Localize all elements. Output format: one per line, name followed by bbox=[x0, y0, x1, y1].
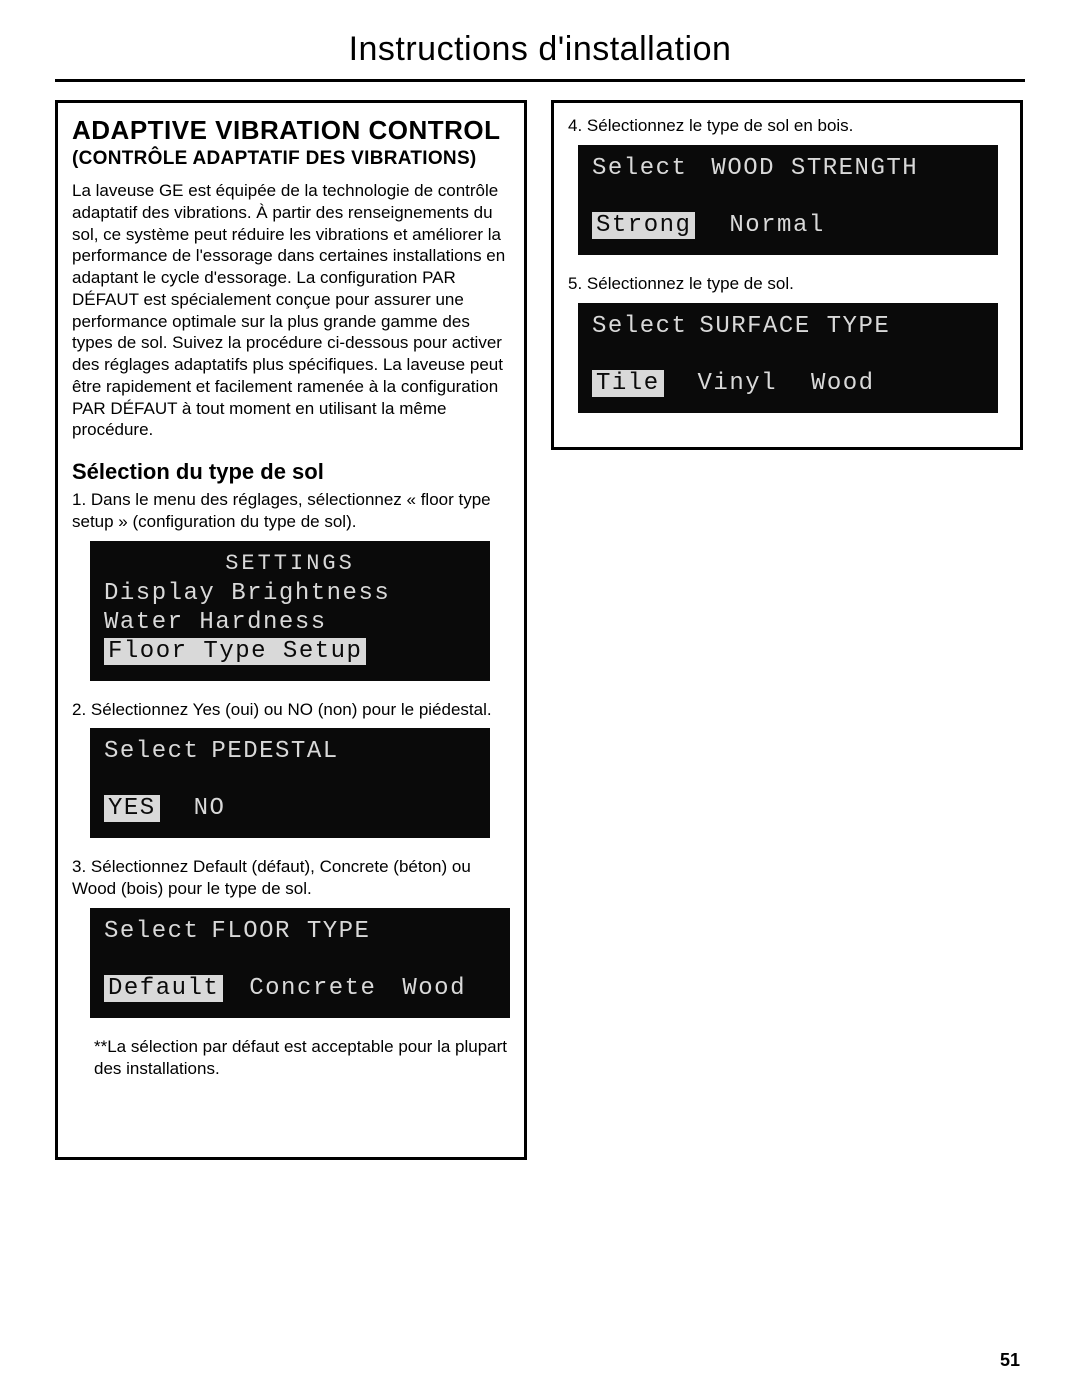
lcd-floor-type-prefix: Select bbox=[104, 918, 199, 945]
lcd-floor-type-options: Default Concrete Wood bbox=[104, 975, 496, 1002]
step-4-text: 4. Sélectionnez le type de sol en bois. bbox=[568, 115, 1006, 137]
lcd-settings-selected: Floor Type Setup bbox=[104, 638, 366, 665]
lcd-settings-item-1: Display Brightness bbox=[104, 580, 476, 607]
lcd-pedestal-head: Select PEDESTAL bbox=[104, 738, 476, 765]
page-number: 51 bbox=[1000, 1350, 1020, 1371]
intro-paragraph: La laveuse GE est équipée de la technolo… bbox=[72, 180, 510, 441]
left-column: ADAPTIVE VIBRATION CONTROL (CONTRÔLE ADA… bbox=[55, 100, 527, 1160]
lcd-floor-type-head: Select FLOOR TYPE bbox=[104, 918, 496, 945]
lcd-surface-type-prefix: Select bbox=[592, 313, 687, 340]
lcd-wood-strength-prefix: Select bbox=[592, 155, 687, 182]
lcd-settings-item-2: Water Hardness bbox=[104, 609, 476, 636]
lcd-settings-title: SETTINGS bbox=[104, 551, 476, 576]
lcd-pedestal: Select PEDESTAL YES NO bbox=[90, 728, 490, 838]
step-5-text: 5. Sélectionnez le type de sol. bbox=[568, 273, 1006, 295]
title-rule bbox=[55, 79, 1025, 82]
step-3-text: 3. Sélectionnez Default (défaut), Concre… bbox=[72, 856, 510, 900]
lcd-pedestal-opt-no: NO bbox=[194, 795, 226, 822]
lcd-floor-type-label: FLOOR TYPE bbox=[211, 918, 370, 945]
floor-type-heading: Sélection du type de sol bbox=[72, 459, 510, 485]
lcd-settings: SETTINGS Display Brightness Water Hardne… bbox=[90, 541, 490, 681]
right-column: 4. Sélectionnez le type de sol en bois. … bbox=[551, 100, 1023, 450]
lcd-wood-strength-opt-normal: Normal bbox=[729, 212, 824, 239]
lcd-surface-type: Select SURFACE TYPE Tile Vinyl Wood bbox=[578, 303, 998, 413]
page-title: Instructions d'installation bbox=[55, 30, 1025, 69]
lcd-floor-type-opt-concrete: Concrete bbox=[249, 975, 376, 1002]
section-subheading: (CONTRÔLE ADAPTATIF DES VIBRATIONS) bbox=[72, 148, 510, 170]
lcd-wood-strength-head: Select WOOD STRENGTH bbox=[592, 155, 984, 182]
lcd-pedestal-label: PEDESTAL bbox=[211, 738, 338, 765]
lcd-wood-strength-opt-strong: Strong bbox=[592, 212, 695, 239]
lcd-surface-type-options: Tile Vinyl Wood bbox=[592, 370, 984, 397]
lcd-pedestal-prefix: Select bbox=[104, 738, 199, 765]
lcd-surface-type-label: SURFACE TYPE bbox=[699, 313, 890, 340]
lcd-pedestal-opt-yes: YES bbox=[104, 795, 160, 822]
page: Instructions d'installation ADAPTIVE VIB… bbox=[0, 0, 1080, 1397]
lcd-pedestal-options: YES NO bbox=[104, 795, 476, 822]
lcd-wood-strength-options: Strong Normal bbox=[592, 212, 984, 239]
lcd-settings-item-3: Floor Type Setup bbox=[104, 638, 476, 665]
lcd-surface-type-opt-wood: Wood bbox=[811, 370, 875, 397]
columns: ADAPTIVE VIBRATION CONTROL (CONTRÔLE ADA… bbox=[55, 100, 1025, 1160]
lcd-floor-type-opt-default: Default bbox=[104, 975, 223, 1002]
lcd-surface-type-opt-tile: Tile bbox=[592, 370, 664, 397]
lcd-wood-strength: Select WOOD STRENGTH Strong Normal bbox=[578, 145, 998, 255]
section-heading: ADAPTIVE VIBRATION CONTROL bbox=[72, 115, 510, 146]
step-2-text: 2. Sélectionnez Yes (oui) ou NO (non) po… bbox=[72, 699, 510, 721]
lcd-surface-type-opt-vinyl: Vinyl bbox=[698, 370, 778, 397]
lcd-floor-type-opt-wood: Wood bbox=[402, 975, 466, 1002]
lcd-wood-strength-label: WOOD STRENGTH bbox=[711, 155, 918, 182]
step-1-text: 1. Dans le menu des réglages, sélectionn… bbox=[72, 489, 510, 533]
lcd-floor-type: Select FLOOR TYPE Default Concrete Wood bbox=[90, 908, 510, 1018]
lcd-surface-type-head: Select SURFACE TYPE bbox=[592, 313, 984, 340]
default-note: **La sélection par défaut est acceptable… bbox=[94, 1036, 510, 1080]
